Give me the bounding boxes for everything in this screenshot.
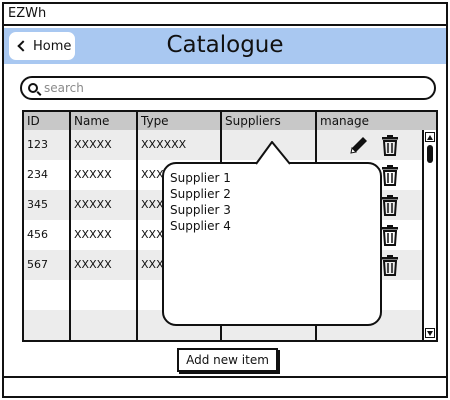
cell-name: XXXXX [74, 258, 112, 271]
column-header-type[interactable]: Type [141, 114, 169, 128]
footer-divider [4, 376, 446, 378]
delete-icon[interactable] [380, 194, 400, 216]
column-header-name[interactable]: Name [74, 114, 110, 128]
popover-tail [256, 141, 291, 165]
search-icon [28, 83, 38, 93]
cell-name: XXXXX [74, 168, 112, 181]
edit-icon[interactable] [348, 134, 368, 156]
table-row[interactable]: 234 XXXXX XXX [24, 160, 422, 190]
delete-icon[interactable] [380, 224, 400, 246]
delete-icon[interactable] [380, 164, 400, 186]
window-title: EZWh [8, 6, 47, 21]
cell-type: XXX [141, 258, 164, 271]
home-button-label: Home [33, 38, 72, 54]
cell-name: XXXXX [74, 198, 112, 211]
chevron-left-icon [17, 40, 29, 52]
cell-id: 345 [27, 198, 48, 211]
supplier-item[interactable]: Supplier 3 [170, 203, 231, 217]
table-scrollbar[interactable] [422, 130, 436, 340]
cell-type: XXX [141, 228, 164, 241]
page-header: Catalogue Home [4, 28, 446, 64]
cell-type: XXX [141, 198, 164, 211]
supplier-item[interactable]: Supplier 2 [170, 187, 231, 201]
supplier-item[interactable]: Supplier 1 [170, 171, 231, 185]
search-input[interactable] [44, 81, 424, 95]
suppliers-popover: Supplier 1 Supplier 2 Supplier 3 Supplie… [162, 162, 382, 326]
table-header: ID Name Type Suppliers manage [24, 112, 436, 130]
scroll-down-icon[interactable] [425, 328, 435, 338]
cell-id: 123 [27, 138, 48, 151]
table-row[interactable]: 456 XXXXX XXX [24, 220, 422, 250]
column-divider [69, 112, 71, 340]
scroll-up-icon[interactable] [425, 132, 435, 142]
column-header-suppliers[interactable]: Suppliers [225, 114, 281, 128]
delete-icon[interactable] [380, 134, 400, 156]
cell-type: XXX [141, 168, 164, 181]
column-header-manage: manage [320, 114, 370, 128]
delete-icon[interactable] [380, 254, 400, 276]
cell-name: XXXXX [74, 228, 112, 241]
table-row[interactable]: 123 XXXXX XXXXXX [24, 130, 422, 160]
window-titlebar: EZWh [4, 4, 446, 26]
search-bar[interactable] [20, 76, 436, 100]
supplier-item[interactable]: Supplier 4 [170, 219, 231, 233]
cell-id: 456 [27, 228, 48, 241]
home-button[interactable]: Home [9, 32, 75, 60]
scrollbar-thumb[interactable] [427, 145, 433, 163]
cell-name: XXXXX [74, 138, 112, 151]
cell-id: 567 [27, 258, 48, 271]
add-new-item-button[interactable]: Add new item [177, 348, 278, 372]
cell-type: XXXXXX [141, 138, 187, 151]
column-header-id[interactable]: ID [27, 114, 40, 128]
cell-id: 234 [27, 168, 48, 181]
column-divider [136, 112, 138, 340]
page-title: Catalogue [166, 32, 284, 58]
